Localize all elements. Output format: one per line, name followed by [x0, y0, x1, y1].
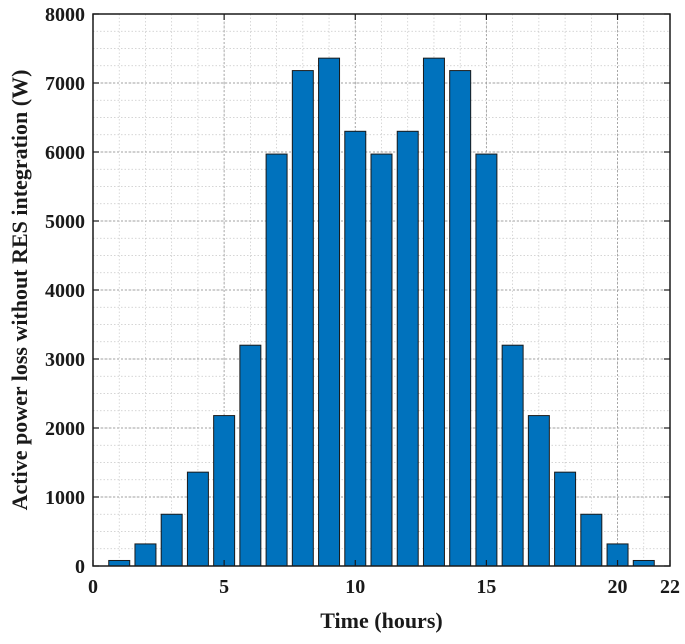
bar: [186, 471, 209, 567]
bar: [370, 153, 393, 567]
y-tick-label: 2000: [45, 418, 85, 440]
bar: [501, 344, 524, 567]
y-tick-label: 4000: [45, 280, 85, 302]
bar: [213, 415, 236, 567]
bar: [580, 513, 603, 567]
bar: [422, 57, 445, 567]
bar: [134, 543, 157, 567]
y-tick-label: 1000: [45, 487, 85, 509]
y-axis-label: Active power loss without RES integratio…: [7, 70, 32, 511]
y-tick-label: 8000: [45, 4, 85, 26]
bar: [160, 513, 183, 567]
bar: [527, 415, 550, 567]
bar: [449, 70, 472, 567]
bar: [396, 130, 419, 567]
bar: [475, 153, 498, 567]
bar: [554, 471, 577, 567]
y-tick-label: 0: [75, 556, 85, 578]
y-tick-label: 5000: [45, 211, 85, 233]
x-tick-label: 22: [660, 576, 680, 598]
bars: [108, 57, 655, 567]
y-tick-label: 3000: [45, 349, 85, 371]
x-tick-label: 5: [219, 576, 229, 598]
bar: [108, 559, 131, 567]
x-tick-label: 0: [88, 576, 98, 598]
bar: [239, 344, 262, 567]
bar: [291, 70, 314, 567]
y-tick-label: 7000: [45, 73, 85, 95]
bar: [632, 559, 655, 567]
bar: [344, 130, 367, 567]
x-axis-label: Time (hours): [320, 608, 442, 633]
x-tick-label: 20: [608, 576, 628, 598]
bar: [318, 57, 341, 567]
ticks: 0 1000 2000 3000 4000 5000 6000 7000 8000 0 5 10 15 2…: [45, 4, 680, 598]
x-tick-label: 15: [476, 576, 496, 598]
y-tick-label: 6000: [45, 142, 85, 164]
x-tick-label: 10: [345, 576, 365, 598]
bar: [265, 153, 288, 567]
